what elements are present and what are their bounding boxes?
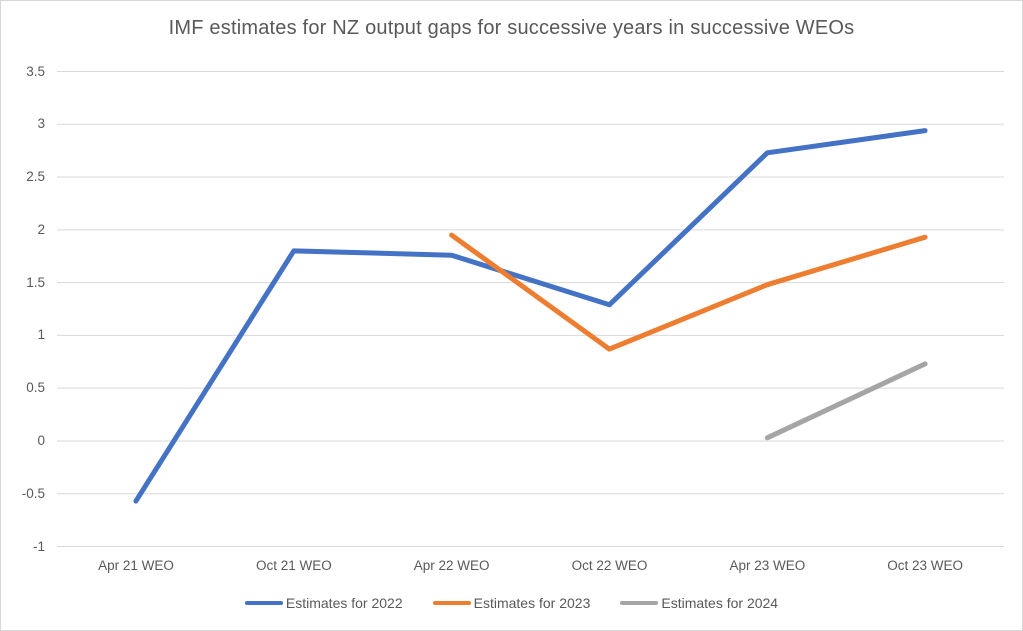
legend: Estimates for 2022 Estimates for 2023 Es… [1, 595, 1022, 611]
series-line-estimates-for-2023 [449, 232, 928, 352]
legend-label-2024: Estimates for 2024 [661, 595, 779, 611]
x-axis-category-label: Oct 23 WEO [887, 558, 964, 573]
y-axis-tick-label: 3.5 [26, 63, 45, 79]
x-axis-category-label: Apr 21 WEO [98, 558, 174, 573]
y-axis-tick-label: -0.5 [21, 485, 45, 501]
y-axis-tick-label: 2 [37, 221, 45, 237]
x-axis-category-label: Apr 23 WEO [729, 558, 806, 573]
series-line-estimates-for-2024 [764, 361, 928, 441]
y-axis-tick-label: 0.5 [26, 380, 45, 396]
legend-line-swatch-2024 [620, 601, 659, 605]
series-line-estimates-for-2022 [133, 128, 928, 504]
legend-line-swatch-2023 [432, 601, 471, 605]
x-axis-category-label: Oct 22 WEO [571, 558, 648, 573]
x-axis-category-label: Apr 22 WEO [413, 558, 490, 573]
x-axis-category-label: Oct 21 WEO [255, 558, 332, 573]
y-axis-tick-label: 1 [37, 327, 45, 343]
y-axis-tick-label: 2.5 [26, 169, 45, 185]
y-axis-tick-label: 1.5 [26, 274, 45, 290]
legend-label-2023: Estimates for 2023 [473, 595, 591, 611]
y-axis-tick-label: 0 [37, 432, 45, 448]
legend-item-2022: Estimates for 2022 [244, 595, 403, 611]
chart-title: IMF estimates for NZ output gaps for suc… [168, 17, 855, 39]
legend-label-2022: Estimates for 2022 [285, 595, 403, 611]
y-axis-tick-label: 3 [37, 116, 45, 132]
legend-item-2024: Estimates for 2024 [620, 595, 778, 611]
legend-line-swatch-2022 [244, 601, 283, 605]
legend-item-2023: Estimates for 2023 [432, 595, 591, 611]
y-axis-tick-label: -1 [32, 538, 45, 554]
